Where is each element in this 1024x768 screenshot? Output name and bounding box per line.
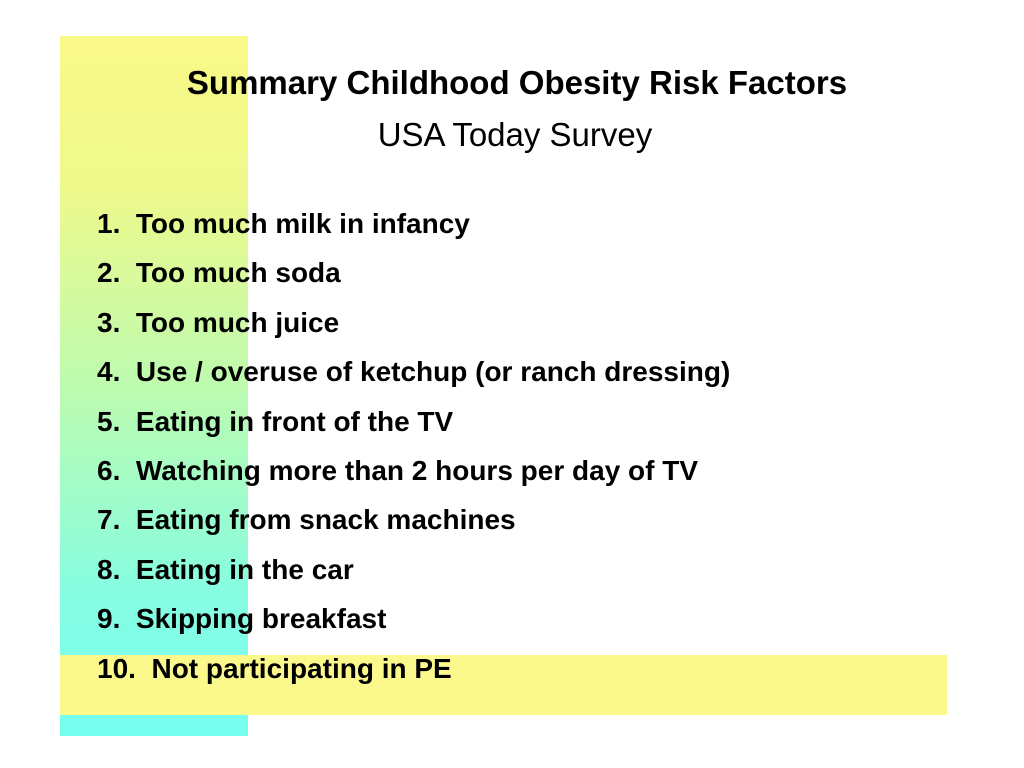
decorative-yellow-band (60, 655, 947, 715)
risk-factor-list: 1. Too much milk in infancy 2. Too much … (97, 199, 730, 693)
slide-subtitle: USA Today Survey (377, 116, 653, 153)
risk-factor-item: 4. Use / overuse of ketchup (or ranch dr… (97, 356, 731, 388)
risk-factor-item: 3. Too much juice (97, 306, 340, 338)
risk-factor-item: 7. Eating from snack machines (97, 504, 516, 536)
risk-factor-item: 6. Watching more than 2 hours per day of… (97, 454, 699, 486)
slide-title: Summary Childhood Obesity Risk Factors (186, 64, 848, 101)
risk-factor-item: 2. Too much soda (97, 257, 341, 289)
decorative-gradient-bar (60, 36, 248, 736)
risk-factor-item: 1. Too much milk in infancy (97, 208, 470, 239)
risk-factor-item: 9. Skipping breakfast (97, 603, 387, 635)
risk-factor-item: 10. Not participating in PE (97, 652, 452, 684)
risk-factor-item: 8. Eating in the car (97, 553, 354, 585)
risk-factor-item: 5. Eating in front of the TV (97, 405, 454, 437)
